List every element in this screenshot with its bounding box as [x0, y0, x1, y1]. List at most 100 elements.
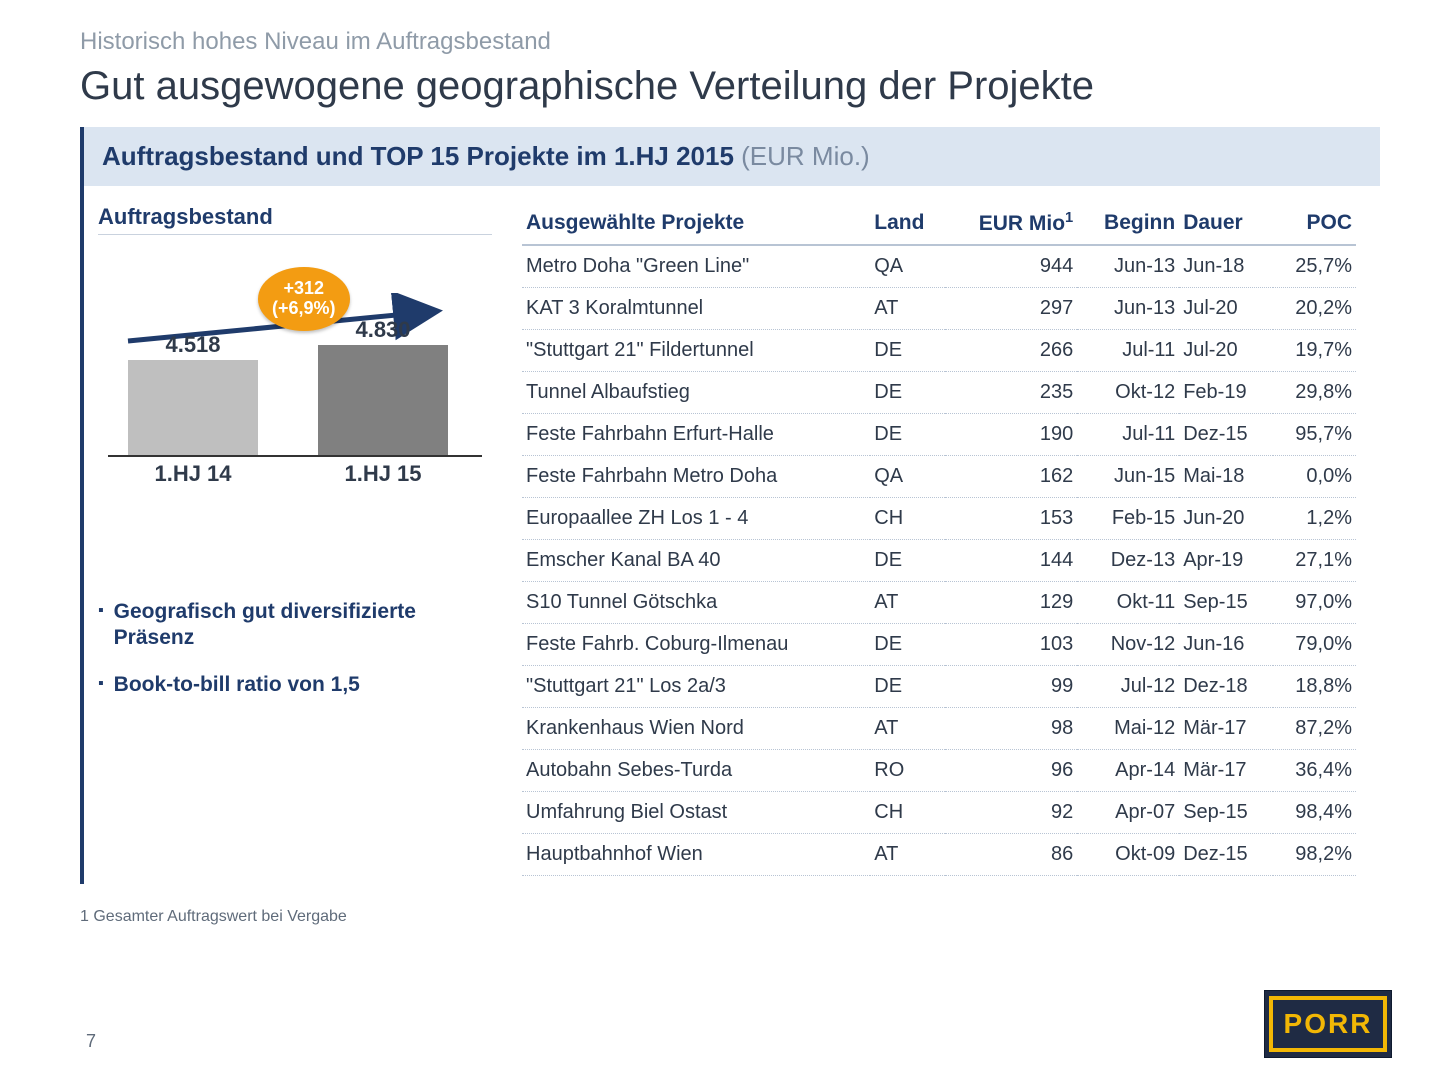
table-cell: Tunnel Albaufstieg — [522, 372, 870, 414]
table-cell: Sep-15 — [1179, 582, 1272, 624]
right-column: Ausgewählte Projekte Land EUR Mio1 Begin… — [522, 204, 1372, 876]
table-cell: Jul-11 — [1077, 414, 1179, 456]
table-cell: 190 — [945, 414, 1077, 456]
table-row: Feste Fahrbahn Metro DohaQA162Jun-15Mai-… — [522, 456, 1356, 498]
table-cell: Nov-12 — [1077, 624, 1179, 666]
table-cell: 99 — [945, 666, 1077, 708]
table-cell: Okt-12 — [1077, 372, 1179, 414]
th-country: Land — [870, 204, 945, 245]
table-cell: 79,0% — [1273, 624, 1356, 666]
table-cell: Jun-15 — [1077, 456, 1179, 498]
table-cell: Autobahn Sebes-Turda — [522, 750, 870, 792]
bar-1-value: 4.518 — [128, 332, 258, 358]
th-start: Beginn — [1077, 204, 1179, 245]
slide: Historisch hohes Niveau im Auftragsbesta… — [0, 0, 1440, 1080]
table-cell: AT — [870, 288, 945, 330]
table-cell: 103 — [945, 624, 1077, 666]
table-cell: 297 — [945, 288, 1077, 330]
bullet-text: Geografisch gut diversifizierte Präsenz — [114, 599, 492, 652]
table-cell: 1,2% — [1273, 498, 1356, 540]
panel-body: Auftragsbestand +312(+6,9%) — [84, 186, 1380, 884]
table-cell: Jun-18 — [1179, 245, 1272, 288]
table-cell: "Stuttgart 21" Los 2a/3 — [522, 666, 870, 708]
bar-2-fill — [318, 345, 448, 455]
table-row: Umfahrung Biel OstastCH92Apr-07Sep-1598,… — [522, 792, 1356, 834]
table-cell: 27,1% — [1273, 540, 1356, 582]
table-cell: 266 — [945, 330, 1077, 372]
table-cell: Feb-19 — [1179, 372, 1272, 414]
table-cell: 19,7% — [1273, 330, 1356, 372]
table-body: Metro Doha "Green Line" QA 944Jun-13Jun-18… — [522, 245, 1356, 876]
table-cell: Feste Fahrbahn Metro Doha — [522, 456, 870, 498]
table-cell: 235 — [945, 372, 1077, 414]
table-cell: Metro Doha "Green Line" — [522, 245, 870, 288]
table-row: Feste Fahrb. Coburg-IlmenauDE103Nov-12Ju… — [522, 624, 1356, 666]
table-row: Autobahn Sebes-TurdaRO96Apr-14Mär-1736,4… — [522, 750, 1356, 792]
table-cell: 129 — [945, 582, 1077, 624]
table-cell: Okt-09 — [1077, 834, 1179, 876]
table-cell: Jun-13 — [1077, 288, 1179, 330]
table-cell: Feste Fahrbahn Erfurt-Halle — [522, 414, 870, 456]
content-panel: Auftragsbestand und TOP 15 Projekte im 1… — [80, 127, 1380, 884]
bar-1-fill — [128, 360, 258, 455]
table-cell: Dez-15 — [1179, 834, 1272, 876]
th-eur-sup: 1 — [1065, 210, 1073, 226]
bar-2-value: 4.830 — [318, 317, 448, 343]
table-cell: DE — [870, 666, 945, 708]
table-cell: AT — [870, 708, 945, 750]
table-cell: Jul-12 — [1077, 666, 1179, 708]
table-cell: Mai-12 — [1077, 708, 1179, 750]
table-cell: Mär-17 — [1179, 750, 1272, 792]
table-cell: Jun-16 — [1179, 624, 1272, 666]
table-cell: Mär-17 — [1179, 708, 1272, 750]
table-row: "Stuttgart 21" Los 2a/3DE99Jul-12Dez-181… — [522, 666, 1356, 708]
logo-text: PORR — [1273, 1000, 1383, 1048]
table-row: KAT 3 KoralmtunnelAT297Jun-13Jul-2020,2% — [522, 288, 1356, 330]
table-cell: 29,8% — [1273, 372, 1356, 414]
table-cell: 153 — [945, 498, 1077, 540]
th-poc: POC — [1273, 204, 1356, 245]
table-cell: 95,7% — [1273, 414, 1356, 456]
bar-1-label: 1.HJ 14 — [128, 461, 258, 487]
table-cell: 0,0% — [1273, 456, 1356, 498]
table-row: "Stuttgart 21" FildertunnelDE266Jul-11Ju… — [522, 330, 1356, 372]
table-cell: Feb-15 — [1077, 498, 1179, 540]
table-row: Feste Fahrbahn Erfurt-HalleDE190Jul-11De… — [522, 414, 1356, 456]
table-cell: Dez-15 — [1179, 414, 1272, 456]
table-cell: DE — [870, 540, 945, 582]
table-cell: Apr-14 — [1077, 750, 1179, 792]
th-project: Ausgewählte Projekte — [522, 204, 870, 245]
bullet-list: Geografisch gut diversifizierte Präsenz … — [98, 599, 492, 698]
table-cell: QA — [870, 456, 945, 498]
table-cell: Apr-19 — [1179, 540, 1272, 582]
table-cell: Mai-18 — [1179, 456, 1272, 498]
table-cell: 162 — [945, 456, 1077, 498]
table-cell: AT — [870, 834, 945, 876]
panel-heading-unit: (EUR Mio.) — [734, 141, 870, 171]
table-cell: CH — [870, 792, 945, 834]
table-cell: 944 — [945, 245, 1077, 288]
chart-x-axis — [108, 455, 482, 457]
table-cell: 20,2% — [1273, 288, 1356, 330]
table-cell: AT — [870, 582, 945, 624]
bullet-item: Book-to-bill ratio von 1,5 — [98, 672, 492, 698]
table-row: Europaallee ZH Los 1 - 4CH153Feb-15Jun-2… — [522, 498, 1356, 540]
table-cell: Krankenhaus Wien Nord — [522, 708, 870, 750]
table-cell: DE — [870, 624, 945, 666]
table-cell: Emscher Kanal BA 40 — [522, 540, 870, 582]
table-cell: Europaallee ZH Los 1 - 4 — [522, 498, 870, 540]
table-cell: 98 — [945, 708, 1077, 750]
table-cell: 96 — [945, 750, 1077, 792]
th-eur: EUR Mio1 — [945, 204, 1077, 245]
table-cell: 97,0% — [1273, 582, 1356, 624]
left-column: Auftragsbestand +312(+6,9%) — [92, 204, 492, 876]
table-cell: Hauptbahnhof Wien — [522, 834, 870, 876]
table-row: S10 Tunnel GötschkaAT129Okt-11Sep-1597,0… — [522, 582, 1356, 624]
table-header-row: Ausgewählte Projekte Land EUR Mio1 Begin… — [522, 204, 1356, 245]
table-cell: S10 Tunnel Götschka — [522, 582, 870, 624]
table-cell: Umfahrung Biel Ostast — [522, 792, 870, 834]
table-cell: 36,4% — [1273, 750, 1356, 792]
table-cell: 25,7% — [1273, 245, 1356, 288]
table-row: Hauptbahnhof WienAT86Okt-09Dez-1598,2% — [522, 834, 1356, 876]
table-cell: RO — [870, 750, 945, 792]
